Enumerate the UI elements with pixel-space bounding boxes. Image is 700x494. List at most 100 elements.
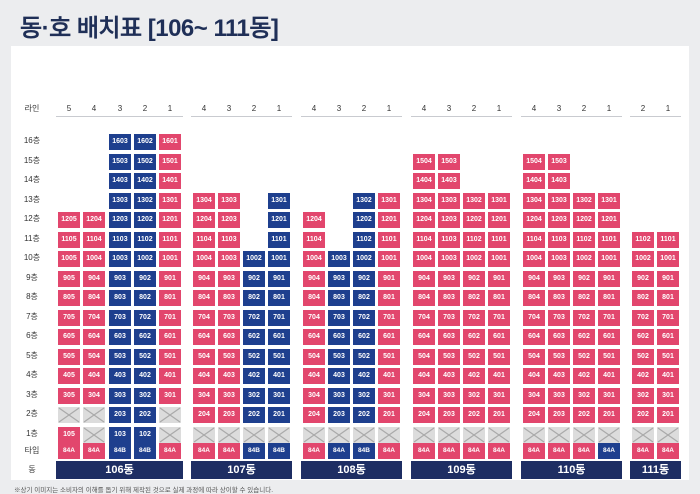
unit-cell[interactable]: 1001 bbox=[488, 251, 510, 267]
unit-cell[interactable]: 701 bbox=[268, 309, 290, 326]
unit-cell[interactable]: 1501 bbox=[159, 153, 181, 170]
unit-cell[interactable]: 802 bbox=[632, 290, 654, 306]
unit-cell[interactable]: 404 bbox=[83, 368, 105, 384]
unit-cell[interactable]: 1301 bbox=[378, 192, 400, 209]
unit-cell[interactable]: 701 bbox=[488, 309, 510, 326]
unit-cell[interactable]: 401 bbox=[657, 368, 679, 384]
unit-cell[interactable]: 705 bbox=[58, 309, 80, 326]
unit-cell[interactable]: 301 bbox=[657, 387, 679, 404]
unit-cell[interactable]: 404 bbox=[523, 368, 545, 384]
unit-cell[interactable]: 801 bbox=[488, 290, 510, 306]
unit-cell[interactable]: 1202 bbox=[353, 212, 375, 228]
unit-cell[interactable]: 1304 bbox=[523, 192, 545, 209]
unit-cell[interactable]: 604 bbox=[193, 329, 215, 345]
unit-cell[interactable]: 1103 bbox=[438, 231, 460, 248]
unit-cell[interactable]: 401 bbox=[378, 368, 400, 384]
unit-cell[interactable]: 502 bbox=[463, 348, 485, 365]
unit-cell[interactable]: 1102 bbox=[353, 231, 375, 248]
unit-cell[interactable]: 304 bbox=[193, 387, 215, 404]
unit-cell[interactable]: 1403 bbox=[548, 173, 570, 189]
unit-cell[interactable]: 1104 bbox=[193, 231, 215, 248]
unit-cell[interactable]: 702 bbox=[243, 309, 265, 326]
unit-cell[interactable]: 1101 bbox=[657, 231, 679, 248]
unit-cell[interactable]: 201 bbox=[598, 407, 620, 423]
unit-cell[interactable]: 105 bbox=[58, 426, 80, 443]
unit-cell[interactable]: 1102 bbox=[632, 231, 654, 248]
unit-cell[interactable]: 803 bbox=[109, 290, 131, 306]
unit-cell[interactable]: 1302 bbox=[463, 192, 485, 209]
unit-cell[interactable]: 802 bbox=[573, 290, 595, 306]
unit-cell[interactable]: 301 bbox=[598, 387, 620, 404]
unit-cell[interactable]: 1301 bbox=[159, 192, 181, 209]
unit-cell[interactable]: 1004 bbox=[193, 251, 215, 267]
unit-cell[interactable]: 1005 bbox=[58, 251, 80, 267]
unit-cell[interactable]: 302 bbox=[463, 387, 485, 404]
unit-cell[interactable]: 504 bbox=[193, 348, 215, 365]
unit-cell[interactable]: 501 bbox=[488, 348, 510, 365]
unit-cell[interactable]: 1003 bbox=[109, 251, 131, 267]
unit-cell[interactable]: 204 bbox=[303, 407, 325, 423]
unit-cell[interactable]: 903 bbox=[328, 270, 350, 287]
unit-cell[interactable]: 603 bbox=[328, 329, 350, 345]
unit-cell[interactable]: 1204 bbox=[413, 212, 435, 228]
unit-cell[interactable]: 302 bbox=[134, 387, 156, 404]
unit-cell[interactable]: 1002 bbox=[573, 251, 595, 267]
unit-cell[interactable]: 403 bbox=[218, 368, 240, 384]
unit-cell[interactable]: 501 bbox=[378, 348, 400, 365]
unit-cell[interactable]: 1101 bbox=[598, 231, 620, 248]
unit-cell[interactable]: 1002 bbox=[463, 251, 485, 267]
unit-cell[interactable]: 202 bbox=[134, 407, 156, 423]
unit-cell[interactable]: 601 bbox=[159, 329, 181, 345]
unit-cell[interactable]: 703 bbox=[328, 309, 350, 326]
unit-cell[interactable]: 601 bbox=[488, 329, 510, 345]
unit-cell[interactable]: 804 bbox=[303, 290, 325, 306]
unit-cell[interactable]: 503 bbox=[438, 348, 460, 365]
unit-cell[interactable]: 1102 bbox=[463, 231, 485, 248]
unit-cell[interactable]: 701 bbox=[378, 309, 400, 326]
unit-cell[interactable]: 702 bbox=[134, 309, 156, 326]
unit-cell[interactable]: 304 bbox=[523, 387, 545, 404]
unit-cell[interactable]: 302 bbox=[353, 387, 375, 404]
unit-cell[interactable]: 602 bbox=[632, 329, 654, 345]
unit-cell[interactable]: 803 bbox=[548, 290, 570, 306]
unit-cell[interactable]: 1503 bbox=[438, 153, 460, 170]
unit-cell[interactable]: 203 bbox=[438, 407, 460, 423]
unit-cell[interactable]: 801 bbox=[268, 290, 290, 306]
unit-cell[interactable]: 1304 bbox=[193, 192, 215, 209]
unit-cell[interactable]: 203 bbox=[218, 407, 240, 423]
unit-cell[interactable]: 1201 bbox=[268, 212, 290, 228]
unit-cell[interactable]: 805 bbox=[58, 290, 80, 306]
unit-cell[interactable]: 1403 bbox=[438, 173, 460, 189]
unit-cell[interactable]: 403 bbox=[438, 368, 460, 384]
unit-cell[interactable]: 1104 bbox=[523, 231, 545, 248]
unit-cell[interactable]: 803 bbox=[438, 290, 460, 306]
unit-cell[interactable]: 304 bbox=[303, 387, 325, 404]
unit-cell[interactable]: 1102 bbox=[573, 231, 595, 248]
unit-cell[interactable]: 1004 bbox=[303, 251, 325, 267]
unit-cell[interactable]: 201 bbox=[657, 407, 679, 423]
unit-cell[interactable]: 305 bbox=[58, 387, 80, 404]
unit-cell[interactable]: 601 bbox=[378, 329, 400, 345]
unit-cell[interactable]: 503 bbox=[109, 348, 131, 365]
unit-cell[interactable]: 1303 bbox=[218, 192, 240, 209]
unit-cell[interactable]: 302 bbox=[632, 387, 654, 404]
unit-cell[interactable]: 904 bbox=[303, 270, 325, 287]
unit-cell[interactable]: 303 bbox=[109, 387, 131, 404]
unit-cell[interactable]: 904 bbox=[83, 270, 105, 287]
unit-cell[interactable]: 401 bbox=[268, 368, 290, 384]
unit-cell[interactable]: 704 bbox=[413, 309, 435, 326]
unit-cell[interactable]: 1204 bbox=[83, 212, 105, 228]
unit-cell[interactable]: 1003 bbox=[438, 251, 460, 267]
unit-cell[interactable]: 403 bbox=[328, 368, 350, 384]
unit-cell[interactable]: 1504 bbox=[523, 153, 545, 170]
unit-cell[interactable]: 1404 bbox=[523, 173, 545, 189]
unit-cell[interactable]: 804 bbox=[83, 290, 105, 306]
unit-cell[interactable]: 1103 bbox=[548, 231, 570, 248]
unit-cell[interactable]: 1001 bbox=[159, 251, 181, 267]
unit-cell[interactable]: 901 bbox=[159, 270, 181, 287]
unit-cell[interactable]: 602 bbox=[134, 329, 156, 345]
unit-cell[interactable]: 1002 bbox=[134, 251, 156, 267]
unit-cell[interactable]: 1003 bbox=[548, 251, 570, 267]
unit-cell[interactable]: 803 bbox=[218, 290, 240, 306]
unit-cell[interactable]: 202 bbox=[573, 407, 595, 423]
